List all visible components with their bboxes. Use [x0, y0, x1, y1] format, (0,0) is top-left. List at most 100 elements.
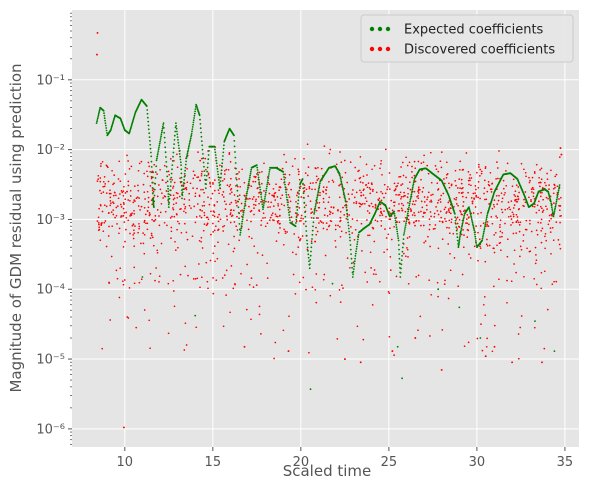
- discovered-point: [385, 237, 388, 239]
- discovered-point: [170, 237, 172, 239]
- discovered-point: [117, 197, 120, 200]
- discovered-point: [131, 224, 134, 227]
- discovered-point: [336, 338, 339, 340]
- discovered-point: [402, 252, 405, 255]
- expected-point: [288, 211, 290, 214]
- expected-point: [258, 181, 261, 184]
- discovered-point: [98, 223, 100, 226]
- discovered-point: [553, 280, 555, 283]
- expected-point: [248, 180, 250, 183]
- discovered-point: [300, 219, 302, 222]
- expected-point: [340, 179, 342, 181]
- expected-point: [171, 160, 174, 162]
- expected-point: [401, 255, 403, 257]
- discovered-point: [437, 199, 440, 202]
- expected-point: [307, 256, 310, 259]
- discovered-point: [554, 186, 556, 189]
- discovered-point: [398, 176, 400, 178]
- discovered-point: [428, 279, 431, 282]
- discovered-point: [221, 179, 224, 182]
- discovered-point: [107, 166, 109, 169]
- discovered-point: [383, 196, 385, 199]
- discovered-point: [510, 218, 513, 220]
- discovered-point: [481, 349, 484, 352]
- discovered-point: [540, 271, 543, 274]
- discovered-point: [359, 205, 361, 208]
- discovered-point: [260, 333, 262, 335]
- expected-point: [410, 195, 412, 198]
- discovered-point: [363, 188, 365, 191]
- discovered-point: [201, 204, 204, 207]
- discovered-point: [328, 196, 331, 199]
- discovered-point: [148, 165, 151, 168]
- expected-point: [346, 212, 348, 215]
- discovered-point: [140, 160, 143, 163]
- discovered-point: [299, 238, 302, 240]
- discovered-point: [458, 191, 460, 194]
- expected-point: [483, 227, 486, 230]
- expected-point: [180, 172, 183, 175]
- discovered-point: [199, 209, 202, 211]
- expected-point: [339, 174, 341, 177]
- discovered-point: [196, 187, 198, 190]
- expected-point: [258, 178, 260, 181]
- discovered-point: [538, 200, 540, 203]
- expected-point: [458, 240, 461, 243]
- expected-point: [557, 189, 560, 192]
- expected-point: [98, 111, 100, 114]
- expected-point: [408, 202, 411, 205]
- expected-point: [283, 176, 285, 178]
- discovered-point: [97, 229, 100, 232]
- discovered-point: [258, 171, 261, 174]
- expected-point: [341, 186, 344, 189]
- y-tick-label: 10⁻²: [36, 143, 65, 158]
- discovered-point: [558, 198, 560, 200]
- expected-point: [316, 195, 319, 197]
- discovered-point: [420, 162, 423, 165]
- discovered-point: [315, 301, 318, 304]
- expected-point: [306, 239, 308, 242]
- discovered-point: [300, 196, 303, 198]
- expected-point: [147, 120, 150, 123]
- expected-point: [179, 158, 182, 161]
- expected-point: [354, 255, 357, 257]
- discovered-point: [496, 203, 499, 205]
- expected-point: [169, 189, 172, 192]
- expected-point: [286, 201, 289, 204]
- discovered-point: [134, 225, 136, 227]
- discovered-point: [502, 179, 505, 182]
- discovered-point: [276, 220, 279, 223]
- expected-point: [305, 230, 308, 232]
- expected-point: [550, 204, 553, 207]
- expected-point: [187, 149, 190, 152]
- discovered-point: [359, 361, 362, 364]
- discovered-point: [452, 232, 455, 235]
- expected-point: [236, 195, 239, 198]
- discovered-point: [375, 273, 377, 276]
- discovered-point: [187, 274, 189, 277]
- expected-point: [399, 276, 402, 278]
- expected-point: [304, 220, 307, 223]
- expected-point: [469, 210, 471, 213]
- discovered-point: [420, 178, 422, 181]
- discovered-point: [202, 188, 204, 191]
- discovered-point: [450, 218, 453, 221]
- expected-point: [472, 226, 475, 229]
- expected-point: [213, 145, 216, 148]
- discovered-point: [113, 191, 116, 194]
- discovered-point: [203, 204, 206, 207]
- discovered-point: [338, 196, 341, 199]
- expected-point: [237, 211, 240, 214]
- discovered-point: [294, 293, 297, 295]
- expected-point: [352, 273, 354, 276]
- expected-point: [458, 237, 461, 239]
- discovered-point: [443, 178, 445, 180]
- expected-point: [318, 184, 321, 187]
- discovered-point: [555, 221, 558, 223]
- discovered-point: [520, 315, 523, 317]
- discovered-point: [125, 211, 127, 214]
- expected-point: [148, 132, 151, 135]
- discovered-point: [325, 186, 328, 189]
- discovered-point: [269, 206, 271, 208]
- discovered-point: [486, 244, 489, 247]
